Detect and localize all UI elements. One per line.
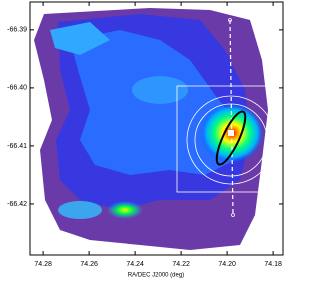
y-tick-label: -66.39 <box>7 27 27 34</box>
x-tick-label: 74.28 <box>34 261 52 268</box>
y-tick-label: -66.42 <box>7 201 27 208</box>
x-axis-label: RA/DEC J2000 (deg) <box>128 273 184 279</box>
chart: Ω163 RA/DEC J2000 (deg) 74.28 74.26 74.24 7… <box>7 1 284 279</box>
y-tick-label: -66.41 <box>7 143 27 150</box>
y-tick-label: -66.40 <box>7 85 27 92</box>
x-tick-label: 74.22 <box>172 261 190 268</box>
ellipse-region <box>215 110 247 166</box>
frame <box>29 1 284 256</box>
annotation: Ω163 <box>32 242 54 252</box>
x-tick-label: 74.18 <box>264 261 282 268</box>
overlay <box>176 18 277 217</box>
x-tick-label: 74.26 <box>80 261 98 268</box>
x-tick-label: 74.24 <box>126 261 144 268</box>
x-tick-label: 74.20 <box>218 261 236 268</box>
